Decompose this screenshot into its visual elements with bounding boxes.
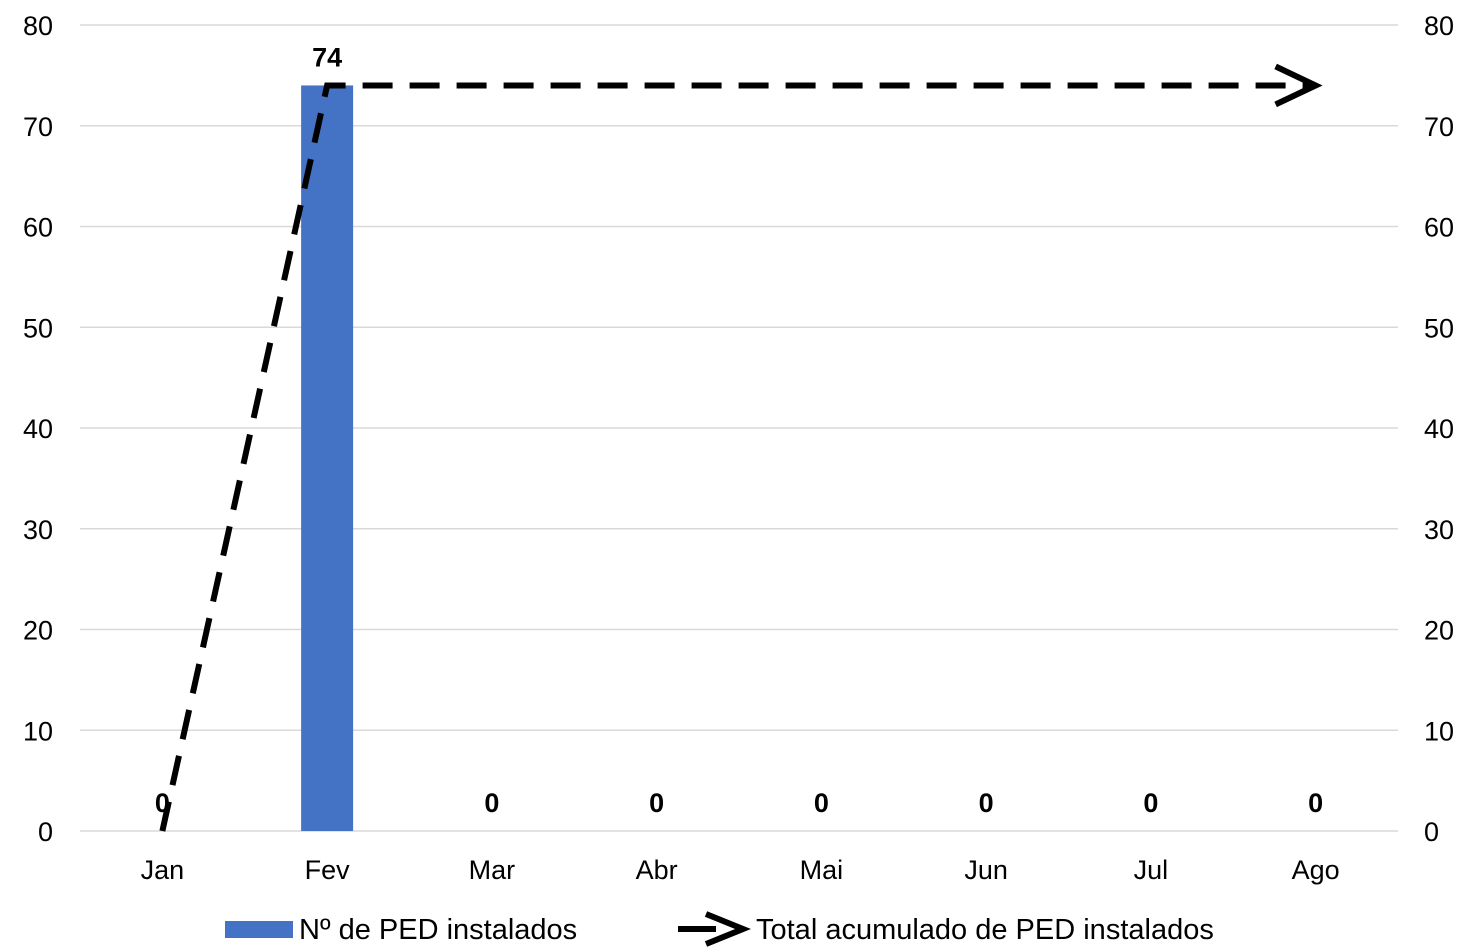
right-tick-label: 70 — [1424, 112, 1454, 142]
x-tick-label: Fev — [305, 855, 351, 885]
right-tick-label: 20 — [1424, 616, 1454, 646]
legend-line-label: Total acumulado de PED instalados — [756, 914, 1214, 946]
x-tick-label: Jun — [964, 855, 1008, 885]
right-tick-label: 30 — [1424, 515, 1454, 545]
data-label: 0 — [484, 788, 499, 818]
right-tick-label: 40 — [1424, 414, 1454, 444]
right-tick-label: 80 — [1424, 11, 1454, 41]
data-label: 74 — [312, 42, 342, 72]
x-tick-label: Ago — [1292, 855, 1340, 885]
left-tick-label: 50 — [23, 313, 53, 343]
x-tick-label: Abr — [636, 855, 678, 885]
x-tick-label: Jan — [141, 855, 185, 885]
line-end-arrow-icon — [1274, 63, 1323, 108]
x-tick-label: Mai — [800, 855, 844, 885]
data-label: 0 — [814, 788, 829, 818]
cumulative-line — [159, 82, 1316, 832]
line-series — [159, 63, 1323, 832]
x-axis: Jan Fev Mar Abr Mai Jun Jul Ago — [141, 855, 1340, 885]
left-tick-label: 20 — [23, 616, 53, 646]
right-tick-label: 10 — [1424, 716, 1454, 746]
right-tick-label: 50 — [1424, 313, 1454, 343]
left-tick-label: 30 — [23, 515, 53, 545]
right-y-axis: 0 10 20 30 40 50 60 70 80 — [1424, 11, 1454, 847]
left-tick-label: 60 — [23, 213, 53, 243]
legend-bar-label: Nº de PED instalados — [299, 914, 577, 946]
left-y-axis: 0 10 20 30 40 50 60 70 80 — [23, 11, 53, 847]
data-label: 0 — [155, 788, 170, 818]
left-tick-label: 40 — [23, 414, 53, 444]
left-tick-label: 10 — [23, 716, 53, 746]
right-tick-label: 0 — [1424, 817, 1439, 847]
right-tick-label: 60 — [1424, 213, 1454, 243]
left-tick-label: 80 — [23, 11, 53, 41]
left-tick-label: 70 — [23, 112, 53, 142]
legend-arrow-icon — [704, 911, 751, 947]
data-label: 0 — [1308, 788, 1323, 818]
x-tick-label: Mar — [469, 855, 516, 885]
data-label: 0 — [1143, 788, 1158, 818]
bar — [301, 85, 354, 831]
data-label: 0 — [649, 788, 664, 818]
bar-series — [301, 85, 354, 831]
left-tick-label: 0 — [38, 817, 53, 847]
data-labels: 0 74 0 0 0 0 0 0 — [155, 42, 1323, 818]
legend: Nº de PED instalados Total acumulado de … — [225, 911, 1214, 947]
data-label: 0 — [979, 788, 994, 818]
x-tick-label: Jul — [1134, 855, 1169, 885]
legend-bar-swatch — [225, 921, 293, 938]
gridlines — [80, 24, 1398, 832]
